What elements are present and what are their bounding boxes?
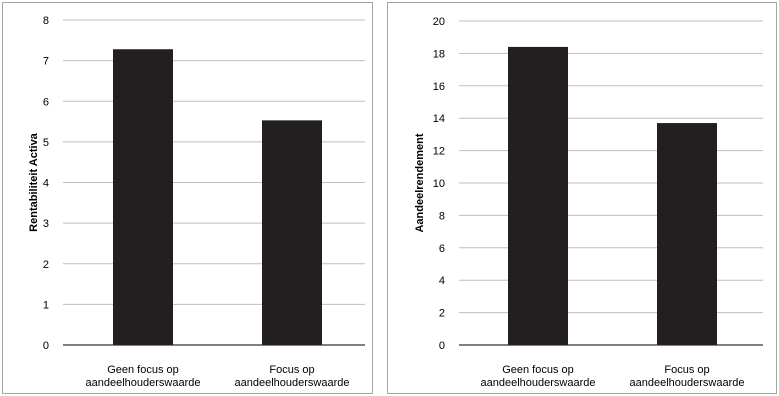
y-tick-label: 2 — [43, 259, 49, 271]
y-axis-title: Rentabiliteit Activa — [28, 132, 40, 231]
x-category-label: aandeelhouderswaarde — [86, 377, 201, 389]
y-tick-label: 10 — [433, 178, 445, 190]
bar-1 — [508, 46, 568, 346]
y-tick-label: 4 — [43, 178, 49, 190]
y-tick-label: 7 — [43, 56, 49, 68]
x-category-label: Geen focus op — [107, 364, 179, 376]
chart-left-panel: 0 1 2 3 4 5 6 7 8 Geen focus op aandeelhouderswaar… — [2, 2, 373, 394]
y-tick-label: 3 — [43, 218, 49, 230]
y-tick-label: 6 — [439, 243, 445, 255]
y-tick-label: 12 — [433, 146, 445, 158]
y-tick-label: 0 — [43, 340, 49, 352]
y-tick-label: 14 — [433, 113, 445, 125]
y-tick-label: 5 — [43, 137, 49, 149]
x-category-label: Focus op — [269, 364, 314, 376]
bar-2 — [657, 123, 717, 345]
y-tick-label: 8 — [43, 15, 49, 27]
y-tick-label: 20 — [433, 16, 445, 28]
y-tick-label: 8 — [439, 210, 445, 222]
x-category-label: aandeelhouderswaarde — [481, 377, 596, 389]
bar-1 — [113, 49, 173, 345]
bar-2 — [262, 120, 322, 345]
y-tick-label: 4 — [439, 275, 445, 287]
chart-right-panel: 0 2 4 6 8 10 12 14 16 18 20 Geen focus op aandeelhou… — [387, 2, 777, 394]
y-tick-label: 2 — [439, 308, 445, 320]
x-category-label: Focus op — [664, 364, 709, 376]
y-tick-label: 1 — [43, 299, 49, 311]
y-tick-label: 16 — [433, 81, 445, 93]
y-tick-label: 18 — [433, 48, 445, 60]
y-axis-title: Aandeelrendement — [414, 133, 426, 232]
y-tick-label: 6 — [43, 96, 49, 108]
y-tick-label: 0 — [439, 340, 445, 352]
x-category-label: aandeelhouderswaarde — [235, 377, 350, 389]
x-category-label: aandeelhouderswaarde — [630, 377, 745, 389]
x-category-label: Geen focus op — [502, 364, 574, 376]
